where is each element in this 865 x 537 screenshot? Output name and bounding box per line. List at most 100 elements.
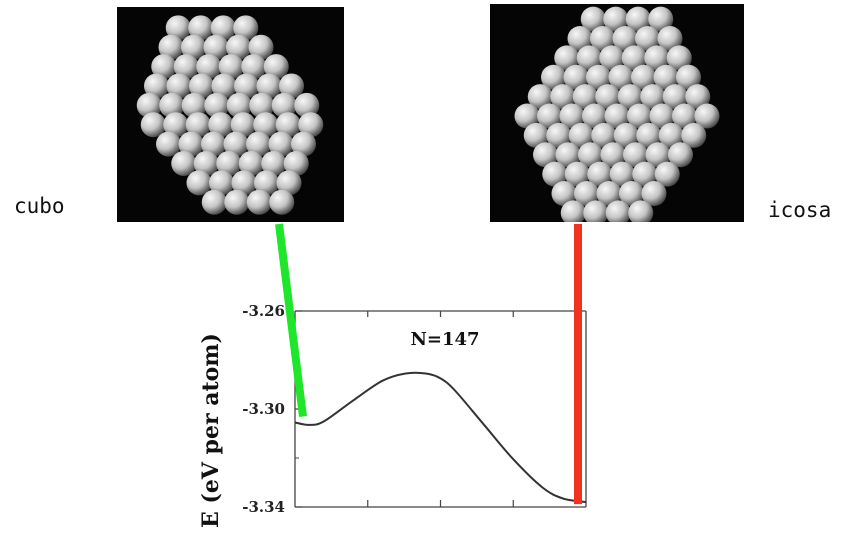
atom-sphere (261, 150, 287, 176)
atom-sphere (241, 54, 267, 80)
atom-sphere (582, 103, 607, 129)
atom-sphere (694, 103, 720, 129)
atom-sphere (218, 54, 244, 80)
atom-sphere (533, 142, 558, 168)
atom-sphere (631, 64, 656, 90)
atom-sphere (599, 45, 625, 71)
atom-sphere (658, 122, 684, 148)
atom-sphere (171, 150, 197, 176)
atom-sphere (555, 142, 581, 168)
atom-sphere (233, 15, 259, 41)
atom-sphere (211, 73, 237, 99)
atom-sphere (226, 92, 252, 118)
atom-sphere (181, 92, 207, 118)
icosa-cluster-image (490, 4, 744, 222)
atom-sphere (662, 84, 688, 110)
atom-sphere (603, 6, 629, 32)
atom-sphere (186, 170, 212, 196)
atom-sphere (640, 84, 666, 110)
cubo-connector (275, 223, 307, 417)
atom-sphere (608, 64, 634, 90)
atom-sphere (546, 122, 572, 148)
atom-sphere (644, 45, 670, 71)
atom-sphere (204, 92, 230, 118)
atom-sphere (537, 103, 562, 129)
atom-sphere (209, 170, 234, 196)
atom-sphere (294, 92, 320, 118)
cubo-cluster-render (136, 15, 324, 215)
atom-sphere (586, 64, 611, 90)
atom-sphere (249, 92, 275, 118)
atom-sphere (621, 45, 647, 71)
atom-sphere (648, 6, 674, 32)
atom-sphere (580, 6, 606, 32)
atom-sphere (600, 142, 626, 168)
atom-sphere (560, 200, 586, 222)
icosa-label: icosa (768, 198, 832, 222)
atom-sphere (541, 64, 566, 90)
y-tick-label: -3.26 (242, 302, 285, 320)
atom-sphere (572, 84, 598, 110)
atom-sphere (641, 181, 667, 206)
atom-sphere (140, 112, 166, 138)
atom-sphere (645, 142, 671, 168)
atom-sphere (253, 112, 279, 138)
atom-sphere (604, 103, 630, 129)
atom-sphere (542, 161, 568, 187)
atom-sphere (685, 84, 711, 110)
atom-sphere (210, 15, 236, 41)
atom-sphere (188, 15, 214, 41)
atom-sphere (156, 131, 181, 157)
atom-sphere (298, 112, 324, 138)
atom-sphere (617, 84, 643, 110)
atom-sphere (672, 103, 697, 129)
icosa-cluster-render (514, 6, 720, 222)
atom-sphere (223, 131, 249, 157)
atom-sphere (668, 142, 693, 168)
atom-sphere (609, 161, 635, 187)
atom-sphere (564, 161, 590, 187)
atom-sphere (224, 189, 250, 215)
atom-sphere (230, 112, 256, 138)
atom-sphere (625, 6, 651, 32)
atom-sphere (256, 73, 282, 99)
atom-sphere (681, 122, 707, 148)
atom-sphere (193, 150, 219, 176)
atom-sphere (653, 64, 679, 90)
atom-sphere (254, 170, 279, 196)
atom-sphere (263, 54, 289, 80)
atom-sphere (657, 26, 683, 51)
atom-sphere (234, 73, 259, 99)
atom-sphere (276, 170, 302, 196)
atom-sphere (635, 26, 660, 51)
atom-sphere (627, 103, 652, 129)
atom-sphere (203, 34, 229, 60)
atom-sphere (163, 112, 189, 138)
atom-sphere (189, 73, 214, 99)
atom-sphere (283, 150, 309, 176)
atom-sphere (567, 26, 593, 51)
cubo-label: cubo (14, 194, 65, 218)
atom-sphere (248, 34, 274, 60)
atom-sphere (578, 142, 603, 168)
atom-sphere (275, 112, 301, 138)
atom-sphere (654, 161, 680, 187)
atom-sphere (523, 122, 549, 148)
atom-sphere (568, 122, 594, 148)
atom-sphere (201, 189, 227, 215)
atom-sphere (623, 142, 648, 168)
atom-sphere (226, 34, 251, 60)
atom-sphere (551, 181, 577, 206)
atom-sphere (613, 122, 639, 148)
atom-sphere (136, 92, 162, 118)
atom-sphere (649, 103, 675, 129)
atom-sphere (279, 73, 304, 99)
atom-sphere (151, 54, 177, 80)
atom-sphere (559, 103, 585, 129)
y-axis-label: E (eV per atom) (198, 333, 224, 528)
atom-sphere (527, 84, 553, 110)
atom-sphere (271, 92, 297, 118)
atom-sphere (231, 170, 257, 196)
atom-sphere (632, 161, 658, 187)
atom-sphere (583, 200, 609, 222)
